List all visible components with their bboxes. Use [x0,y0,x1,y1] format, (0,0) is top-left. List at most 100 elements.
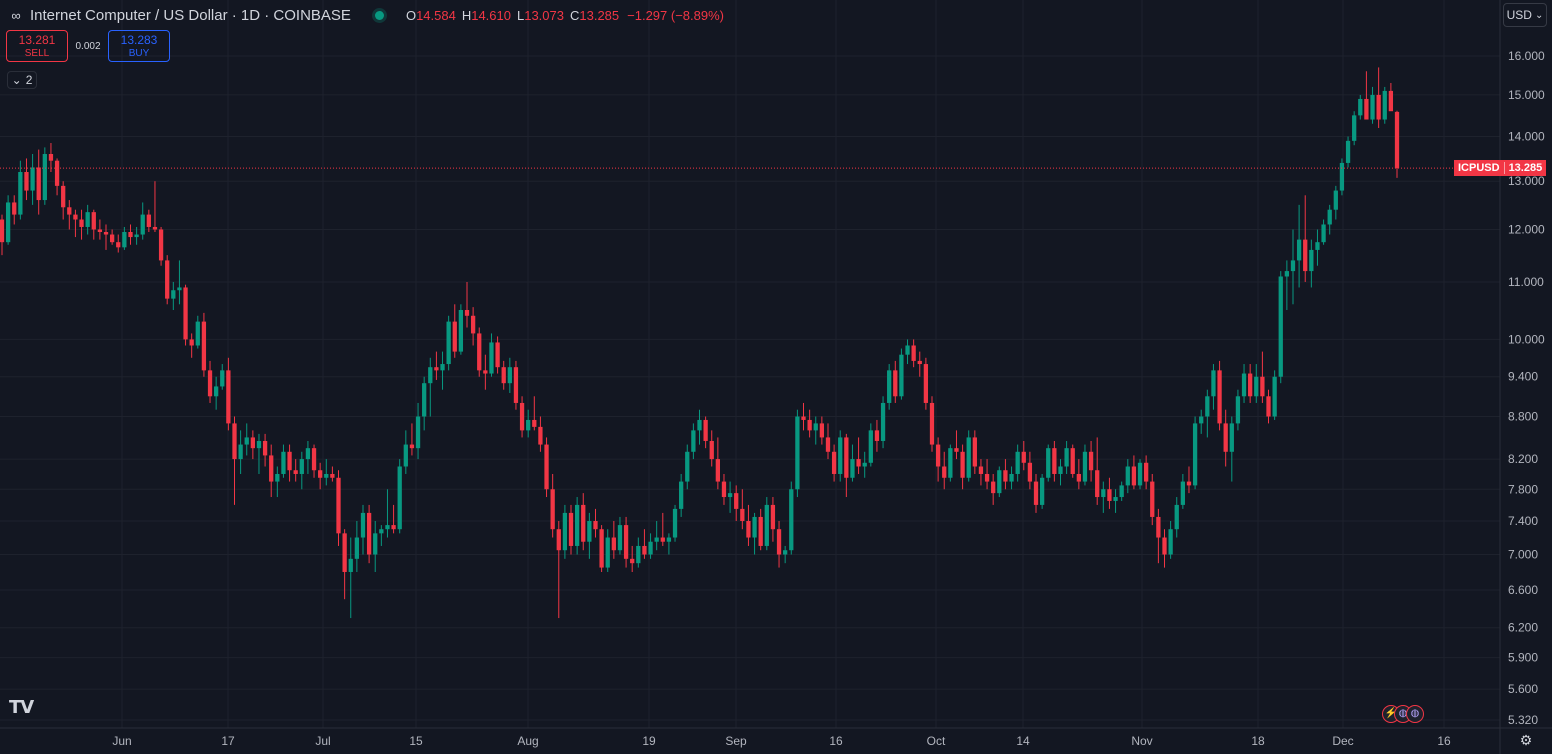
price-tick-label: 10.000 [1508,332,1545,346]
candle [574,497,580,555]
candle [360,504,366,555]
candle [207,360,213,403]
candle [868,423,873,467]
sell-button[interactable]: 13.281 SELL [6,30,68,62]
candle [281,444,286,478]
candle [966,430,971,482]
candle [819,416,825,445]
candle [660,512,665,546]
candle [544,437,549,498]
candle [373,520,378,572]
candle [1388,82,1394,112]
candle [801,402,806,431]
candle [1046,444,1051,482]
candle [18,160,23,220]
candle [611,520,616,559]
candle [12,195,17,225]
candle [942,451,947,490]
settings-gear-icon[interactable]: ⚙ [1519,731,1533,748]
candle [691,423,696,460]
candle [48,143,54,173]
candle [807,409,812,438]
price-tick-label: 9.400 [1508,370,1538,384]
candle [97,219,103,240]
symbol-title[interactable]: Internet Computer / US Dollar · 1D · COI… [30,6,351,24]
spread-value: 0.002 [75,41,101,52]
candle [1088,440,1094,482]
time-tick-label: 17 [221,734,235,748]
candle [1168,520,1173,559]
candle [1205,389,1210,438]
candle [1064,440,1069,474]
ohlc-legend: O14.584 H14.610 L13.073 C13.285 −1.297 (… [405,7,724,23]
candle [1211,364,1216,410]
market-status-icon[interactable] [374,10,384,20]
candle [893,360,898,403]
candle [770,497,776,542]
candle [532,396,537,431]
candle [379,525,384,546]
price-tag-value: 13.285 [1508,162,1543,174]
candle [5,195,11,245]
candle [1156,508,1161,564]
candle [391,504,396,534]
candle [354,520,360,572]
candle [42,147,47,205]
currency-value: USD [1506,8,1532,22]
us-flag-icon: ◍ [1406,705,1424,723]
candle [1052,440,1057,482]
candle [428,357,433,417]
price-axis: 16.000 15.000 14.000 13.000 12.000 11.000 10.0… [1499,0,1545,754]
candle [140,202,145,240]
candle [1309,239,1314,288]
candle [764,497,769,551]
currency-selector[interactable]: USD ⌄ [1503,3,1547,27]
candle [1382,86,1387,124]
candle [24,158,29,201]
candle [171,281,176,311]
candle [679,473,684,517]
candle [446,315,451,371]
symbol-logo-icon: ∞ [11,7,21,23]
candle [262,433,268,467]
candle [470,307,476,346]
candle [1144,455,1149,490]
candle [109,229,115,245]
candle [1125,459,1130,494]
candle [495,336,500,374]
candle [116,234,121,253]
candle [1358,94,1363,120]
events-indicator[interactable]: ⚡ ◍ ◍ [1382,705,1424,723]
candle [550,473,555,538]
price-tick-label: 6.600 [1508,583,1538,597]
candle [177,260,182,305]
candle [562,504,568,559]
candle [862,451,867,478]
last-price-tag: ICPUSD 13.285 [1454,160,1547,176]
time-axis: Jun 17 Jul 15 Aug 19 Sep 16 Oct 14 Nov 18 Dec 16 [0,727,1552,748]
candle [1394,110,1400,178]
candle [519,396,525,438]
candle [244,423,249,456]
candle [1217,360,1222,431]
candle [220,364,225,390]
symbol-header[interactable]: ∞ Internet Computer / US Dollar · 1D · C… [8,5,724,25]
candle [287,444,292,482]
candle [165,255,170,305]
buy-button[interactable]: 13.283 BUY [108,30,170,62]
candle [183,284,188,346]
candle [1082,444,1088,486]
price-tick-label: 16.000 [1508,49,1545,63]
candle [648,533,653,559]
candle [752,512,757,555]
candle [1260,351,1265,403]
candle [1150,473,1155,526]
candle [464,281,470,328]
indicators-toggle-button[interactable]: ⌄ 2 [7,71,37,89]
price-tick-label: 7.400 [1508,514,1538,528]
candle [85,204,90,235]
tradingview-logo-icon[interactable]: TV [9,697,34,718]
candle [158,226,164,266]
candle [526,409,531,438]
